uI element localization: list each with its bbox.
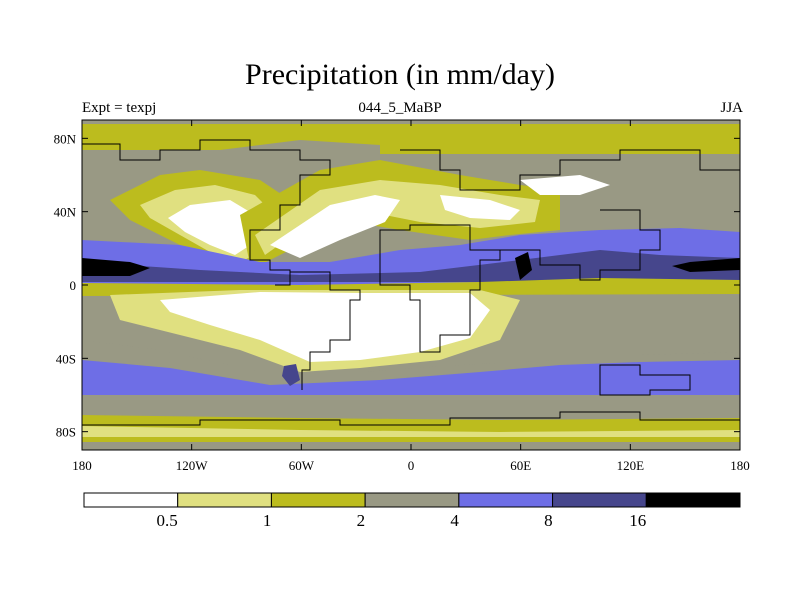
y-axis: 80N 40N 0 40S 80S: [54, 131, 740, 440]
africa-coast: [379, 224, 501, 353]
x-tick-label: 120E: [617, 458, 645, 473]
x-tick-label: 180: [730, 458, 750, 473]
colorbar-swatch: [552, 492, 647, 508]
x-tick-label: 60W: [289, 458, 315, 473]
x-tick-label: 0: [408, 458, 415, 473]
map-field: [82, 120, 740, 450]
north-america-dry: [168, 200, 258, 255]
colorbar-swatch: [270, 492, 366, 508]
experiment-label: Expt = texpj: [82, 100, 157, 116]
north-mid-lat-band: [82, 140, 380, 175]
colorbar-label: 8: [544, 511, 553, 530]
itcz-core: [82, 250, 740, 282]
y-tick-label: 40S: [56, 351, 76, 366]
colorbar-label: 2: [357, 511, 366, 530]
itcz-west-pacific-max: [672, 258, 740, 272]
colorbar-swatch: [364, 492, 460, 508]
south-america-coast: [290, 271, 361, 390]
south-asia-max: [515, 252, 532, 280]
colorbar-label: 0.5: [156, 511, 177, 530]
colorbar-swatch: [645, 492, 741, 508]
colorbar-label: 1: [263, 511, 272, 530]
x-tick-label: 180: [72, 458, 92, 473]
southern-subtropics-dry: [160, 292, 490, 362]
south-asia-coast: [500, 209, 661, 281]
colorbar-swatch: [458, 492, 554, 508]
antarctic-light: [82, 426, 740, 437]
southern-storm-track: [82, 360, 740, 395]
chart-title: Precipitation (in mm/day): [245, 58, 555, 91]
colorbar-swatch: [177, 492, 272, 508]
colorbar-swatch: [83, 492, 179, 508]
time-period-label: 044_5_MaBP: [358, 100, 442, 116]
colorbar-label: 4: [450, 511, 459, 530]
sahara-dry: [270, 195, 400, 258]
y-tick-label: 40N: [54, 205, 77, 220]
antarctica-coast: [82, 411, 740, 426]
eurasia-north-coast: [400, 149, 740, 191]
x-tick-label: 60E: [510, 458, 531, 473]
arctic-band: [82, 124, 740, 154]
colorbar-label: 16: [629, 511, 646, 530]
itcz-east-pacific-max: [82, 258, 150, 276]
arabia-dry: [440, 195, 520, 220]
north-america-coast: [82, 139, 331, 286]
south-atlantic-max: [282, 364, 300, 386]
coastlines: [82, 139, 740, 426]
y-tick-label: 80N: [54, 131, 77, 146]
central-asia-dry: [520, 175, 610, 195]
colorbar: 0.5 1 2 4 8 16: [83, 492, 741, 530]
australia-coast: [599, 364, 691, 396]
x-axis: 180 120W 60W 0 60E 120E 180: [72, 120, 750, 473]
y-tick-label: 0: [70, 278, 77, 293]
y-tick-label: 80S: [56, 425, 76, 440]
season-label: JJA: [720, 100, 743, 116]
x-tick-label: 120W: [176, 458, 209, 473]
